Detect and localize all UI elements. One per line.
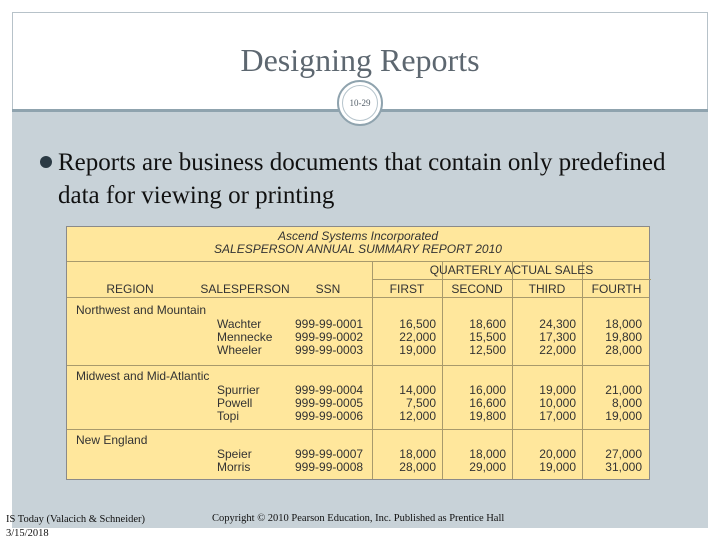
bullet-icon xyxy=(40,156,52,168)
q3-sales: 10,000 xyxy=(539,396,576,410)
report-title: SALESPERSON ANNUAL SUMMARY REPORT 2010 xyxy=(214,242,502,256)
report-column-divider xyxy=(582,261,583,479)
ssn-value: 999-99-0005 xyxy=(295,396,364,410)
q4-sales: 8,000 xyxy=(611,396,642,410)
q3-sales: 22,000 xyxy=(539,343,576,357)
q2-sales: 19,800 xyxy=(469,409,506,423)
column-header: SALESPERSON xyxy=(200,282,290,296)
report-company: Ascend Systems Incorporated xyxy=(277,229,439,243)
q1-sales: 7,500 xyxy=(405,396,436,410)
column-header: SSN xyxy=(315,282,341,296)
q4-sales: 19,800 xyxy=(605,330,642,344)
footer-book: IS Today (Valacich & Schneider) 3/15/201… xyxy=(6,513,145,541)
salesperson-name: Powell xyxy=(217,396,253,410)
salesperson-name: Topi xyxy=(217,409,240,423)
q2-sales: 12,500 xyxy=(469,343,506,357)
q1-sales: 14,000 xyxy=(399,383,436,397)
q4-sales: 19,000 xyxy=(605,409,642,423)
sample-report: Ascend Systems Incorporated SALESPERSON … xyxy=(66,226,651,480)
q2-sales: 29,000 xyxy=(469,460,506,474)
q2-sales: 16,000 xyxy=(469,383,506,397)
q4-sales: 28,000 xyxy=(605,343,642,357)
ssn-value: 999-99-0001 xyxy=(295,317,364,331)
q1-sales: 22,000 xyxy=(399,330,436,344)
q4-sales: 31,000 xyxy=(605,460,642,474)
column-header: REGION xyxy=(106,282,154,296)
slide-number: 10-29 xyxy=(342,85,378,121)
q3-sales: 24,300 xyxy=(539,317,576,331)
q1-sales: 12,000 xyxy=(399,409,436,423)
q1-sales: 18,000 xyxy=(399,447,436,461)
ssn-value: 999-99-0008 xyxy=(295,460,364,474)
q3-sales: 19,000 xyxy=(539,460,576,474)
ssn-value: 999-99-0003 xyxy=(295,343,364,357)
report-rule xyxy=(67,261,649,262)
column-header: THIRD xyxy=(528,282,566,296)
report-column-divider xyxy=(512,261,513,479)
q2-sales: 16,600 xyxy=(469,396,506,410)
salesperson-name: Mennecke xyxy=(217,330,273,344)
footer-date: 3/15/2018 xyxy=(6,528,49,539)
q4-sales: 27,000 xyxy=(605,447,642,461)
region-name: New England xyxy=(76,433,148,447)
salesperson-name: Speier xyxy=(217,447,252,461)
footer-book-title: IS Today (Valacich & Schneider) xyxy=(6,514,146,525)
region-name: Midwest and Mid-Atlantic xyxy=(76,369,210,383)
q3-sales: 20,000 xyxy=(539,447,576,461)
group-header: QUARTERLY ACTUAL SALES xyxy=(429,263,594,277)
slide-number-badge: 10-29 xyxy=(337,80,383,126)
bullet-point: Reports are business documents that cont… xyxy=(38,146,678,212)
ssn-value: 999-99-0004 xyxy=(295,383,364,397)
salesperson-name: Morris xyxy=(217,460,251,474)
salesperson-name: Wachter xyxy=(217,317,262,331)
region-separator xyxy=(67,429,649,430)
salesperson-name: Spurrier xyxy=(217,383,260,397)
column-header: SECOND xyxy=(451,282,503,296)
q2-sales: 18,600 xyxy=(469,317,506,331)
q4-sales: 18,000 xyxy=(605,317,642,331)
report-rule xyxy=(67,297,649,298)
ssn-value: 999-99-0007 xyxy=(295,447,364,461)
footer-copyright: Copyright © 2010 Pearson Education, Inc.… xyxy=(212,513,505,524)
ssn-value: 999-99-0002 xyxy=(295,330,364,344)
q3-sales: 17,300 xyxy=(539,330,576,344)
slide-title: Designing Reports xyxy=(240,42,480,78)
q1-sales: 19,000 xyxy=(399,343,436,357)
q2-sales: 15,500 xyxy=(469,330,506,344)
report-column-divider xyxy=(442,261,443,479)
q3-sales: 19,000 xyxy=(539,383,576,397)
report-column-divider xyxy=(372,261,373,479)
column-header: FOURTH xyxy=(591,282,642,296)
report-rule xyxy=(372,279,651,280)
q2-sales: 18,000 xyxy=(469,447,506,461)
region-name: Northwest and Mountain xyxy=(76,303,207,317)
q1-sales: 16,500 xyxy=(399,317,436,331)
region-separator xyxy=(67,365,649,366)
q1-sales: 28,000 xyxy=(399,460,436,474)
q4-sales: 21,000 xyxy=(605,383,642,397)
q3-sales: 17,000 xyxy=(539,409,576,423)
salesperson-name: Wheeler xyxy=(217,343,262,357)
column-header: FIRST xyxy=(389,282,425,296)
bullet-text: Reports are business documents that cont… xyxy=(58,149,666,209)
ssn-value: 999-99-0006 xyxy=(295,409,364,423)
